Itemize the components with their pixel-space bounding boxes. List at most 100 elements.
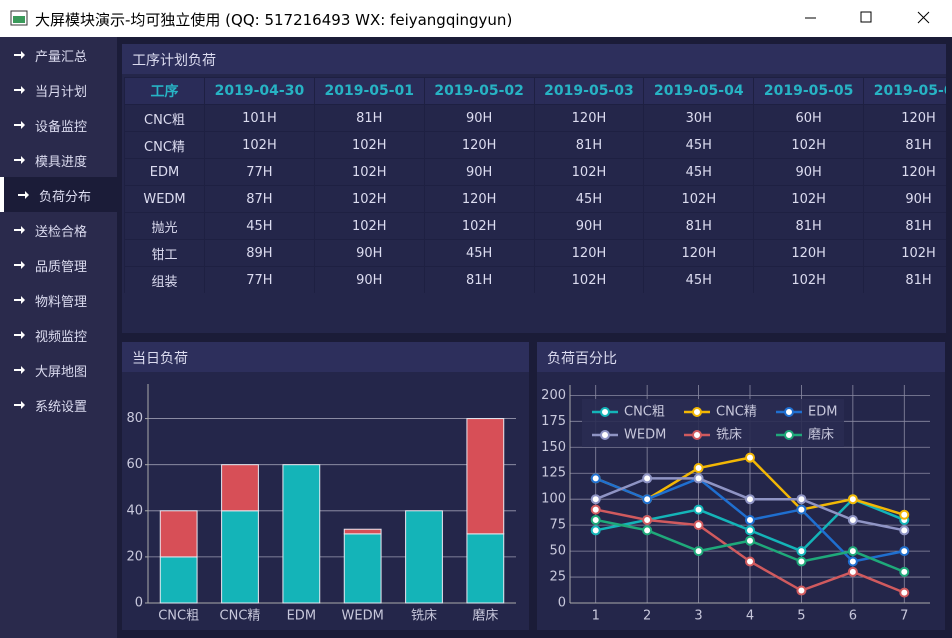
table-cell: 102H (423, 212, 535, 240)
header-cell: 2019-05-03 (533, 77, 645, 105)
nav-item[interactable]: 物料管理 (0, 282, 117, 317)
nav-icon (14, 156, 25, 164)
nav-icon (14, 51, 25, 59)
arrow-shape (14, 226, 25, 234)
table-cell: 102H (753, 131, 865, 159)
table-cell: 组装 (124, 266, 205, 293)
nav-label: 视频监控 (35, 330, 88, 345)
nav-label: 大屏地图 (35, 365, 88, 380)
table-cell: 77H (204, 158, 315, 186)
arrow-shape (18, 191, 29, 199)
table-cell: 120H (423, 131, 535, 159)
table-row: CNC精 102H 102H 120H 81H 45H 102H 81H (124, 131, 946, 159)
table-cell: 45H (423, 239, 535, 267)
point (899, 525, 910, 536)
nav-icon (14, 121, 25, 129)
table-cell: 90H (423, 158, 535, 186)
table-cell: 81H (863, 212, 946, 240)
x-tick-label: 5 (797, 609, 805, 624)
point (642, 473, 653, 484)
header-cell: 2019-05-06 (863, 77, 946, 105)
table-cell: 90H (313, 239, 425, 267)
y-tick-label: 125 (541, 466, 566, 481)
panel-title: 工序计划负荷 (132, 53, 216, 69)
nav-label: 品质管理 (35, 260, 88, 275)
nav-label: 产量汇总 (35, 50, 88, 65)
nav-item[interactable]: 设备监控 (0, 107, 117, 142)
point (745, 556, 755, 567)
table-cell: WEDM (124, 185, 205, 213)
legend-marker (600, 430, 610, 440)
panel-header: 工序计划负荷 (122, 44, 946, 74)
point (899, 509, 910, 520)
point (899, 587, 910, 598)
legend-label: 磨床 (808, 428, 834, 443)
bar-segment (466, 418, 505, 535)
table-row: 组装 77H 90H 81H 102H 45H 102H 81H (124, 266, 946, 293)
table-row: WEDM 87H 102H 120H 45H 102H 102H 90H (124, 185, 946, 213)
nav-item[interactable]: 视频监控 (0, 317, 117, 352)
nav-icon (14, 226, 25, 234)
table-panel: 工序计划负荷 工序 2019-04-30 2019-05-01 2019-05-02 2… (122, 44, 946, 333)
table-cell: 120H (863, 158, 946, 186)
nav-label: 模具进度 (35, 155, 88, 170)
app-icon (10, 10, 28, 26)
point (590, 473, 601, 484)
point (847, 546, 858, 557)
y-tick-label: 20 (126, 549, 143, 564)
table-cell: 102H (313, 185, 425, 213)
legend-marker (784, 407, 794, 417)
y-tick-label: 150 (541, 440, 566, 455)
table-cell: 45H (643, 266, 755, 293)
bar-segment (343, 533, 382, 604)
panel-header: 当日负荷 (122, 342, 529, 372)
x-tick-label: EDM (287, 609, 316, 624)
nav-item[interactable]: 送检合格 (0, 212, 117, 247)
nav-item[interactable]: 品质管理 (0, 247, 117, 282)
nav-item[interactable]: 大屏地图 (0, 352, 117, 387)
y-tick-label: 175 (541, 414, 566, 429)
point (847, 556, 858, 567)
arrow-shape (14, 156, 25, 164)
point (899, 546, 910, 557)
nav-icon (14, 331, 25, 339)
table-cell: 81H (863, 266, 946, 293)
point (796, 556, 807, 567)
arrow-shape (14, 121, 25, 129)
x-tick-label: 铣床 (411, 609, 437, 624)
arrow-shape (14, 261, 25, 269)
nav-item[interactable]: 当月计划 (0, 72, 117, 107)
point (590, 525, 601, 536)
nav-item[interactable]: 产量汇总 (0, 37, 117, 72)
nav-item[interactable]: 模具进度 (0, 142, 117, 177)
header-cell: 2019-04-30 (204, 77, 315, 105)
nav-icon (14, 86, 25, 94)
y-tick-label: 60 (126, 457, 143, 472)
table-cell: 102H (533, 266, 645, 293)
nav-item[interactable]: 系统设置 (0, 387, 117, 422)
legend-label: 铣床 (716, 428, 742, 443)
window-title: 大屏模块演示-均可独立使用 (QQ: 517216493 WX: feiyang… (35, 11, 513, 29)
nav-icon (14, 261, 25, 269)
table-cell: 120H (423, 185, 535, 213)
header-cell: 2019-05-05 (753, 77, 865, 105)
table-cell: 120H (533, 104, 645, 132)
point (745, 452, 755, 463)
arrow-shape (14, 401, 25, 409)
table-cell: CNC粗 (124, 104, 205, 132)
x-tick-label: CNC精 (220, 609, 261, 624)
nav-item[interactable]: 负荷分布 (0, 177, 117, 212)
chart-title: 负荷百分比 (547, 351, 617, 367)
maximize[interactable] (860, 11, 872, 23)
header-cell: 2019-05-01 (313, 77, 425, 105)
chart-panel: 负荷百分比 (537, 342, 945, 630)
close[interactable] (917, 11, 930, 24)
point (899, 566, 910, 577)
nav-icon (14, 366, 25, 374)
nav-label: 物料管理 (35, 295, 88, 310)
arrow-shape (14, 331, 25, 339)
x-tick-label: 7 (900, 609, 908, 624)
table-cell: 81H (423, 266, 535, 293)
